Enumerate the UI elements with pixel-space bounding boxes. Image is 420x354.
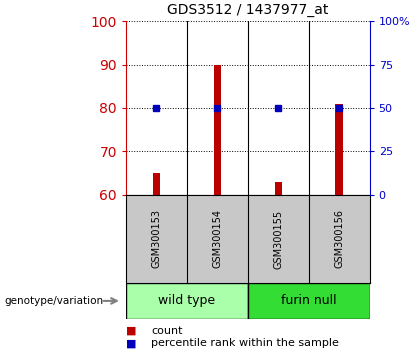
Text: genotype/variation: genotype/variation [4,296,103,306]
Title: GDS3512 / 1437977_at: GDS3512 / 1437977_at [167,4,328,17]
Text: percentile rank within the sample: percentile rank within the sample [151,338,339,348]
Text: ■: ■ [126,326,136,336]
Text: ■: ■ [126,338,136,348]
Bar [214,64,221,195]
Text: furin null: furin null [281,295,336,307]
Bar [248,283,370,319]
Text: wild type: wild type [158,295,215,307]
Bar [153,173,160,195]
Text: count: count [151,326,183,336]
Bar [336,104,343,195]
Text: GSM300154: GSM300154 [213,210,222,268]
Text: GSM300156: GSM300156 [334,210,344,268]
Bar [275,182,282,195]
Text: GSM300153: GSM300153 [152,210,161,268]
Text: GSM300155: GSM300155 [273,209,283,269]
Bar [126,283,248,319]
